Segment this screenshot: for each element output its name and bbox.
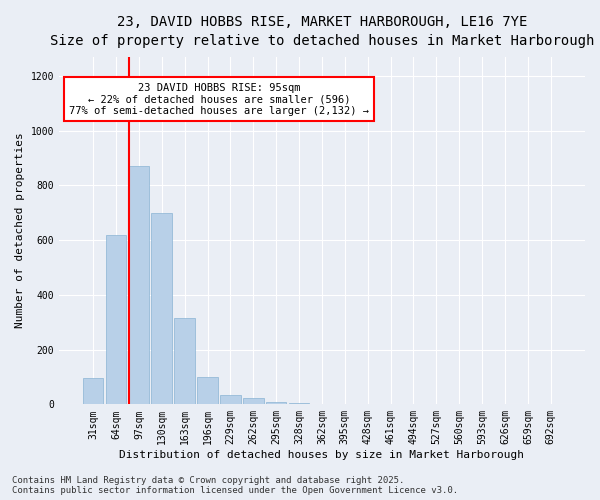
Bar: [220, 395, 241, 404]
Bar: [289, 403, 310, 404]
Y-axis label: Number of detached properties: Number of detached properties: [15, 132, 25, 328]
Bar: [197, 377, 218, 404]
Title: 23, DAVID HOBBS RISE, MARKET HARBOROUGH, LE16 7YE
Size of property relative to d: 23, DAVID HOBBS RISE, MARKET HARBOROUGH,…: [50, 15, 594, 48]
Bar: [106, 234, 127, 404]
Bar: [175, 318, 195, 404]
Bar: [128, 166, 149, 404]
X-axis label: Distribution of detached houses by size in Market Harborough: Distribution of detached houses by size …: [119, 450, 524, 460]
Bar: [266, 402, 286, 404]
Text: Contains HM Land Registry data © Crown copyright and database right 2025.
Contai: Contains HM Land Registry data © Crown c…: [12, 476, 458, 495]
Bar: [243, 398, 263, 404]
Bar: [83, 378, 103, 404]
Bar: [151, 212, 172, 404]
Text: 23 DAVID HOBBS RISE: 95sqm
← 22% of detached houses are smaller (596)
77% of sem: 23 DAVID HOBBS RISE: 95sqm ← 22% of deta…: [69, 82, 369, 116]
